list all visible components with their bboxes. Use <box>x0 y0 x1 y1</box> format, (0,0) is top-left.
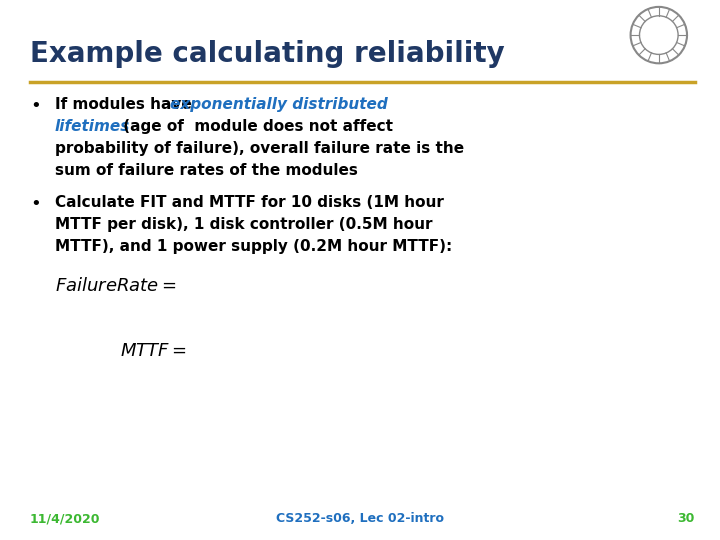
Text: •: • <box>30 97 41 115</box>
Text: CS252-s06, Lec 02-intro: CS252-s06, Lec 02-intro <box>276 512 444 525</box>
Text: If modules have: If modules have <box>55 97 197 112</box>
Text: MTTF), and 1 power supply (0.2M hour MTTF):: MTTF), and 1 power supply (0.2M hour MTT… <box>55 239 452 254</box>
Text: MTTF per disk), 1 disk controller (0.5M hour: MTTF per disk), 1 disk controller (0.5M … <box>55 217 433 232</box>
Text: lifetimes: lifetimes <box>55 119 130 134</box>
Text: probability of failure), overall failure rate is the: probability of failure), overall failure… <box>55 141 464 156</box>
Text: $\mathit{FailureRate} =$: $\mathit{FailureRate} =$ <box>55 277 176 295</box>
Text: $\mathit{MTTF=}$: $\mathit{MTTF=}$ <box>120 342 186 360</box>
Text: •: • <box>30 195 41 213</box>
Text: 11/4/2020: 11/4/2020 <box>30 512 101 525</box>
Text: 30: 30 <box>678 512 695 525</box>
Text: sum of failure rates of the modules: sum of failure rates of the modules <box>55 163 358 178</box>
Text: Example calculating reliability: Example calculating reliability <box>30 40 505 68</box>
Text: Calculate FIT and MTTF for 10 disks (1M hour: Calculate FIT and MTTF for 10 disks (1M … <box>55 195 444 210</box>
Text: exponentially distributed: exponentially distributed <box>170 97 388 112</box>
Text: (age of  module does not affect: (age of module does not affect <box>118 119 393 134</box>
